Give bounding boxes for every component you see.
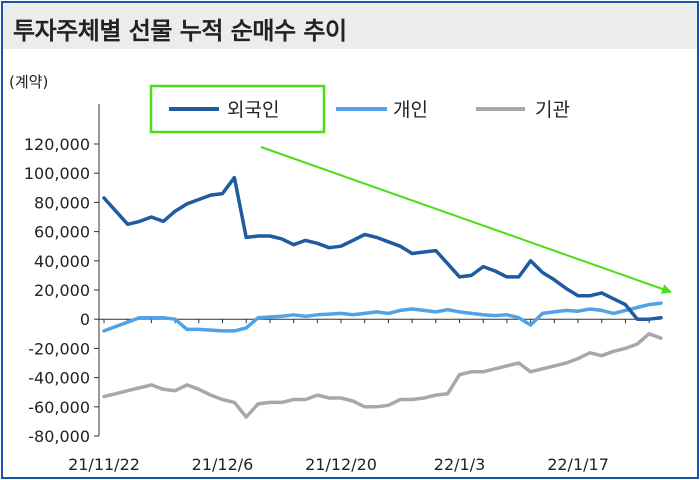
y-tick-label: -60,000 (28, 398, 90, 417)
series-line-institution (102, 332, 663, 419)
trend-arrow (260, 146, 672, 294)
legend-highlight-box (149, 84, 326, 134)
legend-item-foreign: 외국인 (169, 99, 279, 121)
title-bar: 투자주체별 선물 누적 순매수 추이 (3, 3, 697, 49)
y-tick-label: 120,000 (24, 135, 90, 154)
legend-item-institution: 기관 (476, 99, 570, 121)
x-tick-label: 22/1/17 (547, 455, 609, 474)
y-tick-label: -80,000 (28, 427, 90, 446)
y-tick-label: 100,000 (24, 164, 90, 183)
y-tick-label: -20,000 (28, 339, 90, 358)
x-tick-label: 21/12/6 (192, 455, 254, 474)
y-tick-label: 80,000 (34, 193, 90, 212)
x-tick-label: 21/11/22 (68, 455, 140, 474)
legend-item-individual: 개인 (336, 99, 428, 121)
y-tick-label: 60,000 (34, 223, 90, 242)
y-tick-label: 40,000 (34, 252, 90, 271)
y-tick-label: -40,000 (28, 369, 90, 388)
legend-label-institution: 기관 (535, 99, 570, 121)
series-line-foreign (102, 175, 663, 321)
x-tick-label: 21/12/20 (305, 455, 377, 474)
y-tick-label: 0 (80, 310, 90, 329)
legend-label-individual: 개인 (393, 99, 428, 121)
legend: 외국인 개인 기관 (149, 84, 570, 134)
y-axis-unit-label: (계약) (9, 73, 48, 91)
x-axis: 21/11/22 21/12/6 21/12/20 22/1/3 22/1/17 (68, 318, 661, 474)
legend-label-foreign: 외국인 (227, 99, 279, 121)
series-layer (102, 175, 663, 419)
x-tick-label: 22/1/3 (434, 455, 486, 474)
page-title: 투자주체별 선물 누적 순매수 추이 (13, 17, 347, 45)
y-tick-label: 20,000 (34, 281, 90, 300)
y-axis: 120,000 100,000 80,000 60,000 40,000 20,000 0 -… (24, 104, 100, 446)
line-chart: (계약) 120,000 100,000 80,000 60,000 40,000 20,… (9, 73, 672, 474)
series-line-individual (102, 301, 663, 333)
